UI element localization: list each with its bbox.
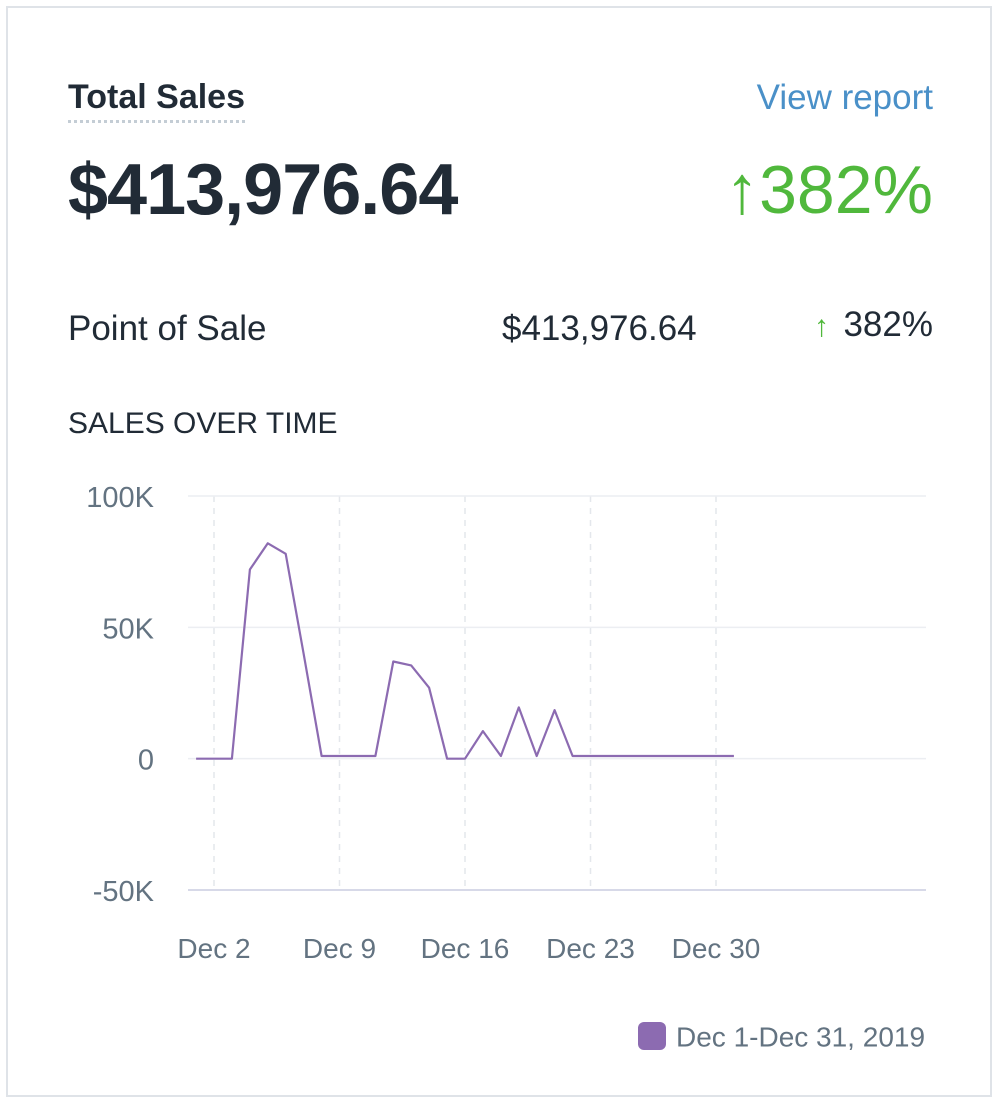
arrow-up-icon: ↑ xyxy=(814,310,829,343)
total-sales-value: $413,976.64 xyxy=(68,150,458,230)
x-tick-label: Dec 23 xyxy=(546,933,635,964)
data-point xyxy=(391,659,395,663)
total-sales-change: ↑382% xyxy=(725,152,933,228)
data-point xyxy=(266,541,270,545)
data-point xyxy=(427,686,431,690)
data-point xyxy=(409,663,413,667)
data-point xyxy=(194,757,198,761)
x-tick-label: Dec 30 xyxy=(672,933,761,964)
x-tick-label: Dec 9 xyxy=(303,933,376,964)
data-point xyxy=(660,754,664,758)
legend-swatch xyxy=(638,1021,666,1050)
total-sales-card: Total Sales View report $413,976.64 ↑382… xyxy=(6,6,992,1097)
data-point xyxy=(732,754,736,758)
data-point xyxy=(355,754,359,758)
y-tick-label: -50K xyxy=(93,876,155,908)
breakdown-change: 382% xyxy=(843,305,933,344)
data-point xyxy=(212,757,216,761)
card-title[interactable]: Total Sales xyxy=(68,78,245,123)
data-point xyxy=(535,754,539,758)
x-tick-label: Dec 2 xyxy=(177,933,250,964)
y-tick-label: 100K xyxy=(86,482,154,514)
series-line xyxy=(196,542,734,760)
x-tick-label: Dec 16 xyxy=(421,933,510,964)
y-tick-label: 50K xyxy=(102,613,154,645)
data-point xyxy=(373,754,377,758)
sales-over-time-chart: 100K 50K 0 -50K Dec 2 Dec 9 Dec 16 Dec 23 Dec 30 xyxy=(86,482,926,964)
data-point xyxy=(696,754,700,758)
section-title: SALES OVER TIME xyxy=(68,407,338,440)
data-point xyxy=(642,754,646,758)
data-point xyxy=(499,754,503,758)
y-tick-label: 0 xyxy=(138,745,154,777)
data-point xyxy=(284,552,288,556)
data-point xyxy=(714,754,718,758)
data-point xyxy=(230,757,234,761)
data-point xyxy=(517,705,521,709)
data-point xyxy=(463,757,467,761)
data-point xyxy=(445,757,449,761)
data-point xyxy=(571,754,575,758)
data-point xyxy=(248,568,252,572)
data-point xyxy=(553,708,557,712)
data-point xyxy=(302,652,306,656)
data-point xyxy=(320,754,324,758)
chart-legend: Dec 1-Dec 31, 2019 xyxy=(638,1018,925,1056)
view-report-link[interactable]: View report xyxy=(756,78,933,117)
breakdown-label: Point of Sale xyxy=(68,309,267,348)
legend-label: Dec 1-Dec 31, 2019 xyxy=(676,1021,926,1053)
data-point xyxy=(624,754,628,758)
data-point xyxy=(589,754,593,758)
data-point xyxy=(606,754,610,758)
data-point xyxy=(481,729,485,733)
data-point xyxy=(678,754,682,758)
data-point xyxy=(338,754,342,758)
breakdown-value: $413,976.64 xyxy=(502,309,697,348)
